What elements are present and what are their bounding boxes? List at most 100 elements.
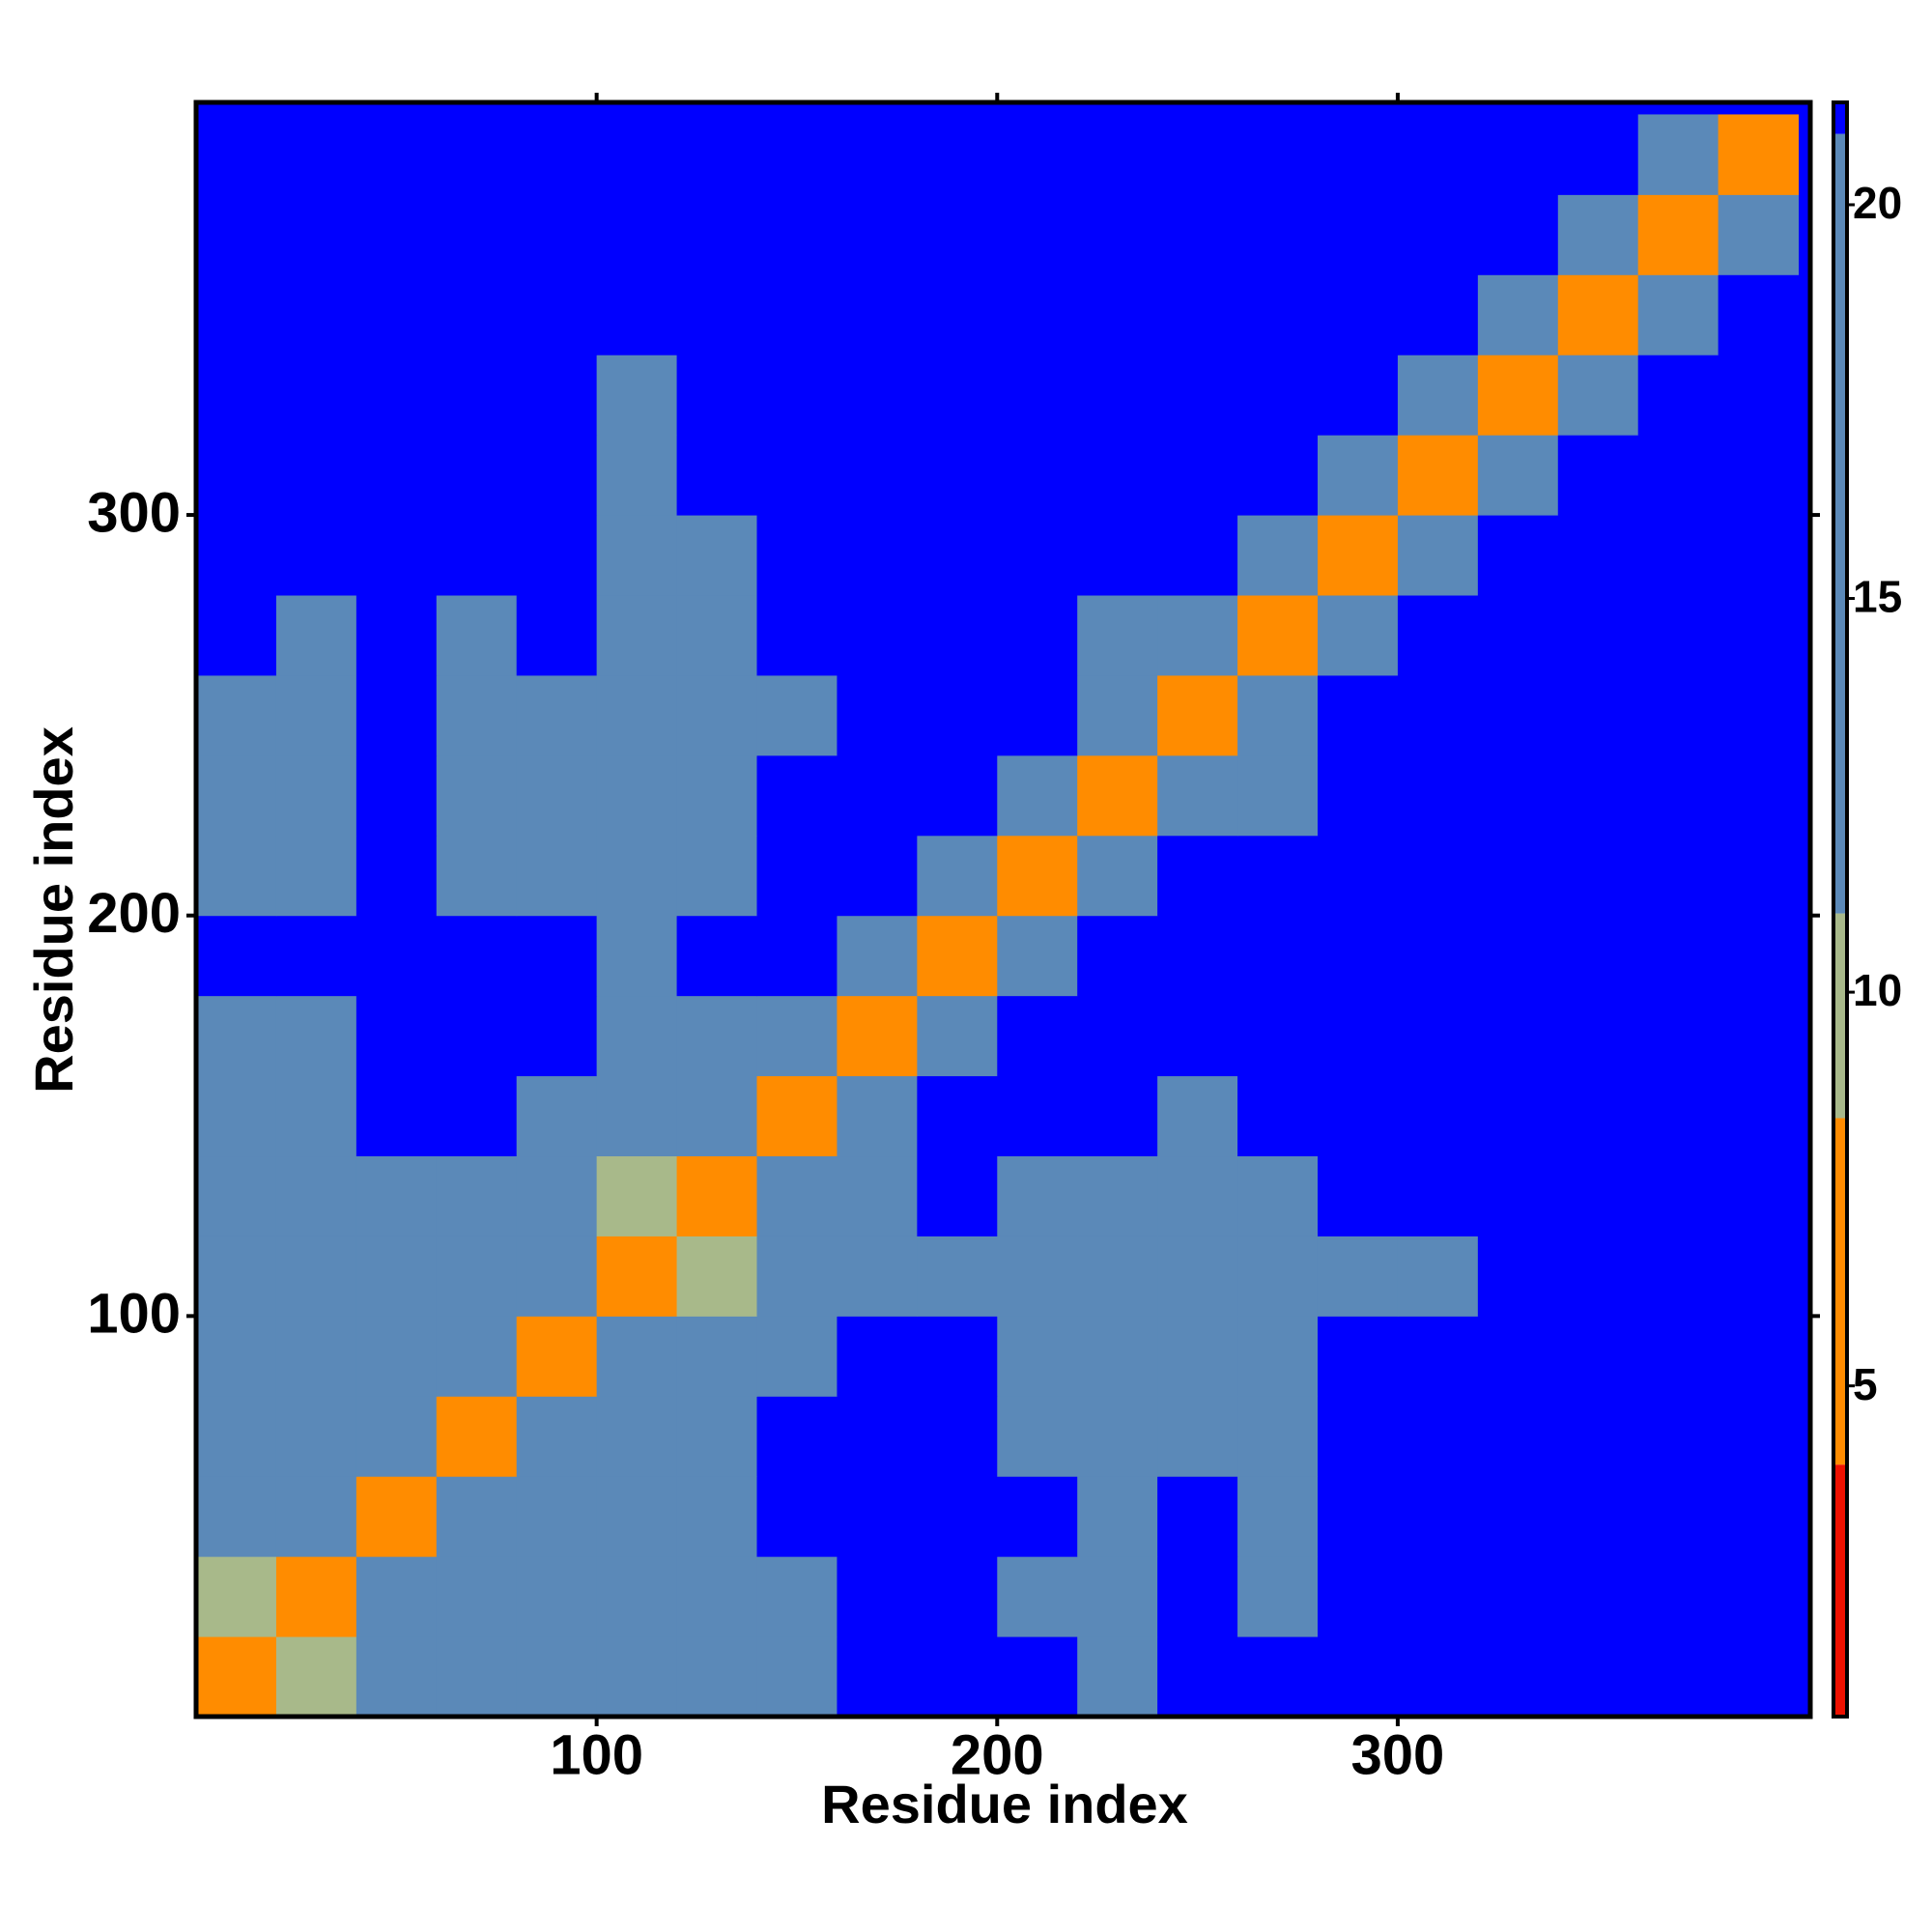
colorbar-segment [1833,1464,1847,1717]
heat-cell [1557,595,1639,676]
heat-cell [676,1075,757,1157]
heat-cell [596,1236,678,1317]
x-tick-label: 100 [550,1723,643,1786]
heat-cell [196,274,277,355]
heat-cell [1077,754,1158,837]
heat-cell [196,1556,277,1637]
heat-cell [756,995,838,1077]
heat-cell [196,1155,277,1236]
heat-cell [196,515,277,596]
heat-cell [596,435,678,516]
heat-cell [1637,1396,1719,1477]
heat-cell [355,274,438,355]
heat-cell [1637,674,1719,756]
heat-cell [1237,835,1319,917]
heat-cell [1637,835,1719,917]
heat-cell [516,194,598,275]
heat-cell [275,595,357,676]
heat-cell [676,1155,757,1236]
heat-cell [676,1556,757,1637]
heat-cell [275,674,357,756]
heat-cell [1077,995,1158,1077]
heat-cell [837,1236,918,1317]
heat-cell [1077,915,1158,997]
heat-cell [1718,435,1800,516]
heat-cell [1477,274,1559,355]
heat-cell [355,674,438,756]
heat-cell [756,435,838,516]
heat-cell [275,1556,357,1637]
heat-cell [756,1476,838,1557]
heat-cell [917,1316,998,1397]
heat-cell [436,1556,518,1637]
heat-cell [1557,1316,1639,1397]
heat-cell [1317,995,1399,1077]
heat-cell [1557,1155,1639,1236]
heat-cell [676,435,757,516]
heat-cell [1397,915,1479,997]
heat-cell [516,674,598,756]
heat-cell [1317,1556,1399,1637]
heat-cell [1477,114,1559,195]
heat-cell [596,114,678,195]
heat-cell [676,1316,757,1397]
heat-cell [1637,1236,1719,1317]
heat-cell [1397,1236,1479,1317]
heat-cell [1157,674,1238,756]
heat-cell [1557,515,1639,596]
heat-cell [1317,435,1399,516]
heat-cell [1157,114,1238,195]
heat-cell [1237,1476,1319,1557]
heat-cell [275,1155,357,1236]
heat-cell [1557,1476,1639,1557]
heat-cell [1637,1316,1719,1397]
heat-cell [436,674,518,756]
heat-cell [997,274,1078,355]
heat-cell [1557,355,1639,436]
heat-cell [1397,1636,1479,1718]
heat-cell [1718,1556,1800,1637]
heat-cell [355,1556,438,1637]
heat-cell [436,1155,518,1236]
heat-cell [596,595,678,676]
heat-cell [516,995,598,1077]
heat-cell [275,915,357,997]
heat-cell [1077,835,1158,917]
heat-cell [196,754,277,837]
heat-cell [837,435,918,516]
colorbar-tick-label: 10 [1853,965,1902,1015]
heat-cell [1718,114,1800,195]
heat-cell [516,915,598,997]
heat-cell [596,1316,678,1397]
heat-cell [676,194,757,275]
heat-cell [1317,915,1399,997]
heat-cell [997,1155,1078,1236]
heat-cell [1477,995,1559,1077]
heat-cell [275,1075,357,1157]
heat-cell [196,1236,277,1317]
heat-cell [196,1075,277,1157]
heat-cell [917,915,998,997]
heat-cell [1477,435,1559,516]
heat-cell [1077,1155,1158,1236]
y-tick-label: 300 [87,481,181,544]
heat-cell [676,754,757,837]
heat-cell [1237,1075,1319,1157]
heat-cell [1397,754,1479,837]
heat-cell [1157,1236,1238,1317]
heat-cell [676,674,757,756]
heat-cell [516,754,598,837]
heat-cell [355,114,438,195]
heat-cell [1077,194,1158,275]
plot-frame [193,99,1813,1719]
heat-cell [355,595,438,676]
heat-cell [1237,754,1319,837]
heat-cell [1397,194,1479,275]
heat-cell [917,194,998,275]
heat-cell [1557,114,1639,195]
heat-cell [355,1636,438,1718]
heat-cell [1157,1556,1238,1637]
colorbar-frame [1832,100,1849,1719]
heat-cell [1317,114,1399,195]
heat-cell [837,1556,918,1637]
